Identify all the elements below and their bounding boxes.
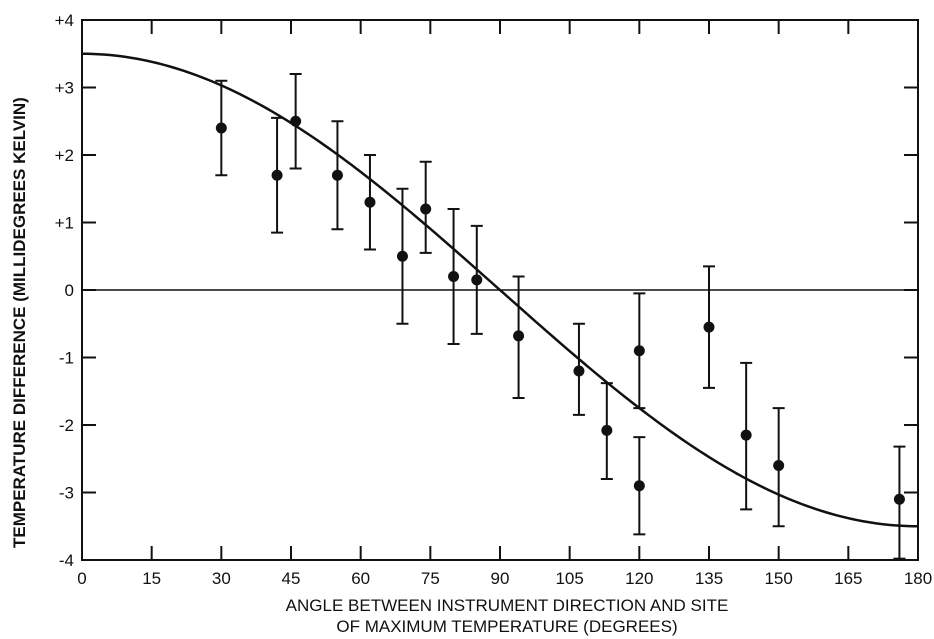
data-point-5 [363,154,376,251]
data-marker [448,271,460,282]
y-tick-label: +3 [55,79,74,98]
y-tick-label: +2 [55,146,74,165]
x-tick-label: 150 [764,569,792,588]
y-tick-label: 0 [65,281,74,300]
y-tick-label: +1 [55,214,74,233]
data-point-16 [740,361,753,511]
data-point-2 [271,116,284,234]
x-tick-label: 45 [282,569,301,588]
x-axis-label-line-1: ANGLE BETWEEN INSTRUMENT DIRECTION AND S… [285,596,729,615]
data-marker [471,274,483,286]
x-tick-label: 75 [421,569,440,588]
data-marker [331,169,343,181]
y-tick-label: +4 [55,11,74,30]
tick-labels-layer: 0 15 30 45 60 75 90 105 120 135 150 165 180 +4 +3 +2 +1 0… [55,11,933,588]
x-tick-label: 165 [834,569,862,588]
x-tick-label: 135 [695,569,723,588]
data-point-12 [600,382,613,480]
data-marker [740,429,752,441]
y-tick-label: -1 [59,349,74,368]
data-marker [364,196,376,208]
data-marker [893,493,905,505]
data-point-10 [512,275,525,399]
data-point-17 [772,407,785,528]
data-point-4 [331,120,344,231]
data-points-layer [215,73,906,560]
x-tick-label: 0 [77,569,86,588]
data-point-14 [633,436,646,536]
data-point-9 [470,224,483,335]
data-point-11 [572,322,585,416]
data-marker [513,330,525,342]
x-tick-label: 90 [491,569,510,588]
x-tick-label: 105 [555,569,583,588]
data-marker [396,250,408,262]
data-marker [703,321,715,333]
data-point-18 [893,445,906,560]
x-axis-label-line-2: OF MAXIMUM TEMPERATURE (DEGREES) [336,617,678,636]
data-marker [633,345,645,357]
y-tick-label: -3 [59,484,74,503]
data-marker [290,115,302,127]
y-tick-label: -4 [59,551,74,570]
data-marker [633,480,645,492]
data-point-7 [419,160,432,254]
axes-layer [81,19,919,561]
y-axis-label: TEMPERATURE DIFFERENCE (MILLIDEGREES KEL… [10,97,29,548]
x-tick-label: 180 [904,569,932,588]
x-tick-label: 60 [351,569,370,588]
data-marker [601,424,613,436]
data-point-1 [215,79,228,177]
x-tick-label: 30 [212,569,231,588]
x-tick-label: 120 [625,569,653,588]
data-marker [271,169,283,181]
data-marker [573,365,585,377]
data-point-6 [396,187,409,325]
data-marker [773,460,785,471]
data-marker [215,122,227,134]
y-tick-label: -2 [59,416,74,435]
data-point-13 [633,292,646,410]
data-point-3 [289,73,302,170]
data-marker [420,203,432,215]
data-point-8 [447,208,460,345]
x-tick-label: 15 [142,569,161,588]
data-point-15 [703,265,715,389]
